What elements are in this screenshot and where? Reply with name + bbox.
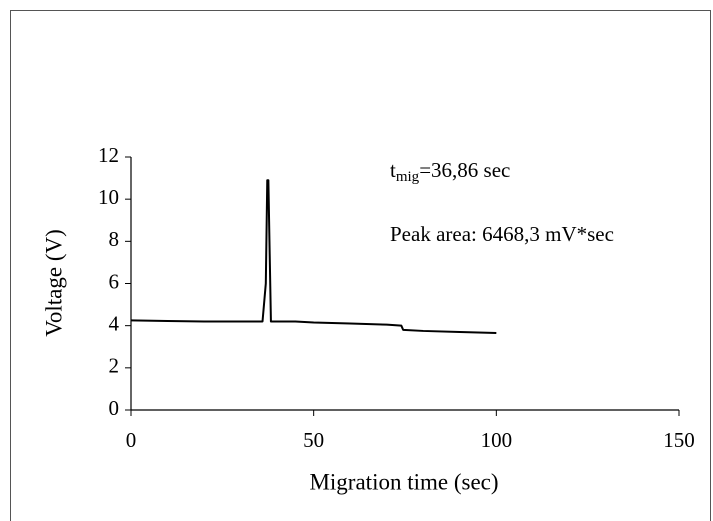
y-tick-label: 2 <box>109 354 120 378</box>
frame <box>10 10 711 521</box>
y-tick-label: 0 <box>109 396 120 420</box>
annotation-text: =36,86 sec <box>419 158 510 182</box>
y-tick-label: 6 <box>109 269 120 293</box>
annotation: Peak area: 6468,3 mV*sec <box>390 222 614 246</box>
x-tick-label: 0 <box>126 428 137 452</box>
annotation: tmig=36,86 sec <box>390 158 510 186</box>
annotation-base: t <box>390 158 396 182</box>
data-line <box>130 179 497 335</box>
y-tick-label: 10 <box>98 185 119 209</box>
x-axis-title: Migration time (sec) <box>309 469 498 494</box>
x-tick-label: 150 <box>663 428 695 452</box>
x-tick-label: 100 <box>481 428 513 452</box>
y-axis-title: Voltage (V) <box>41 229 66 337</box>
annotation-subscript: mig <box>396 169 420 185</box>
y-tick-label: 8 <box>109 227 120 251</box>
x-tick-label: 50 <box>303 428 324 452</box>
y-tick-label: 12 <box>98 143 119 167</box>
y-tick-label: 4 <box>109 311 120 335</box>
